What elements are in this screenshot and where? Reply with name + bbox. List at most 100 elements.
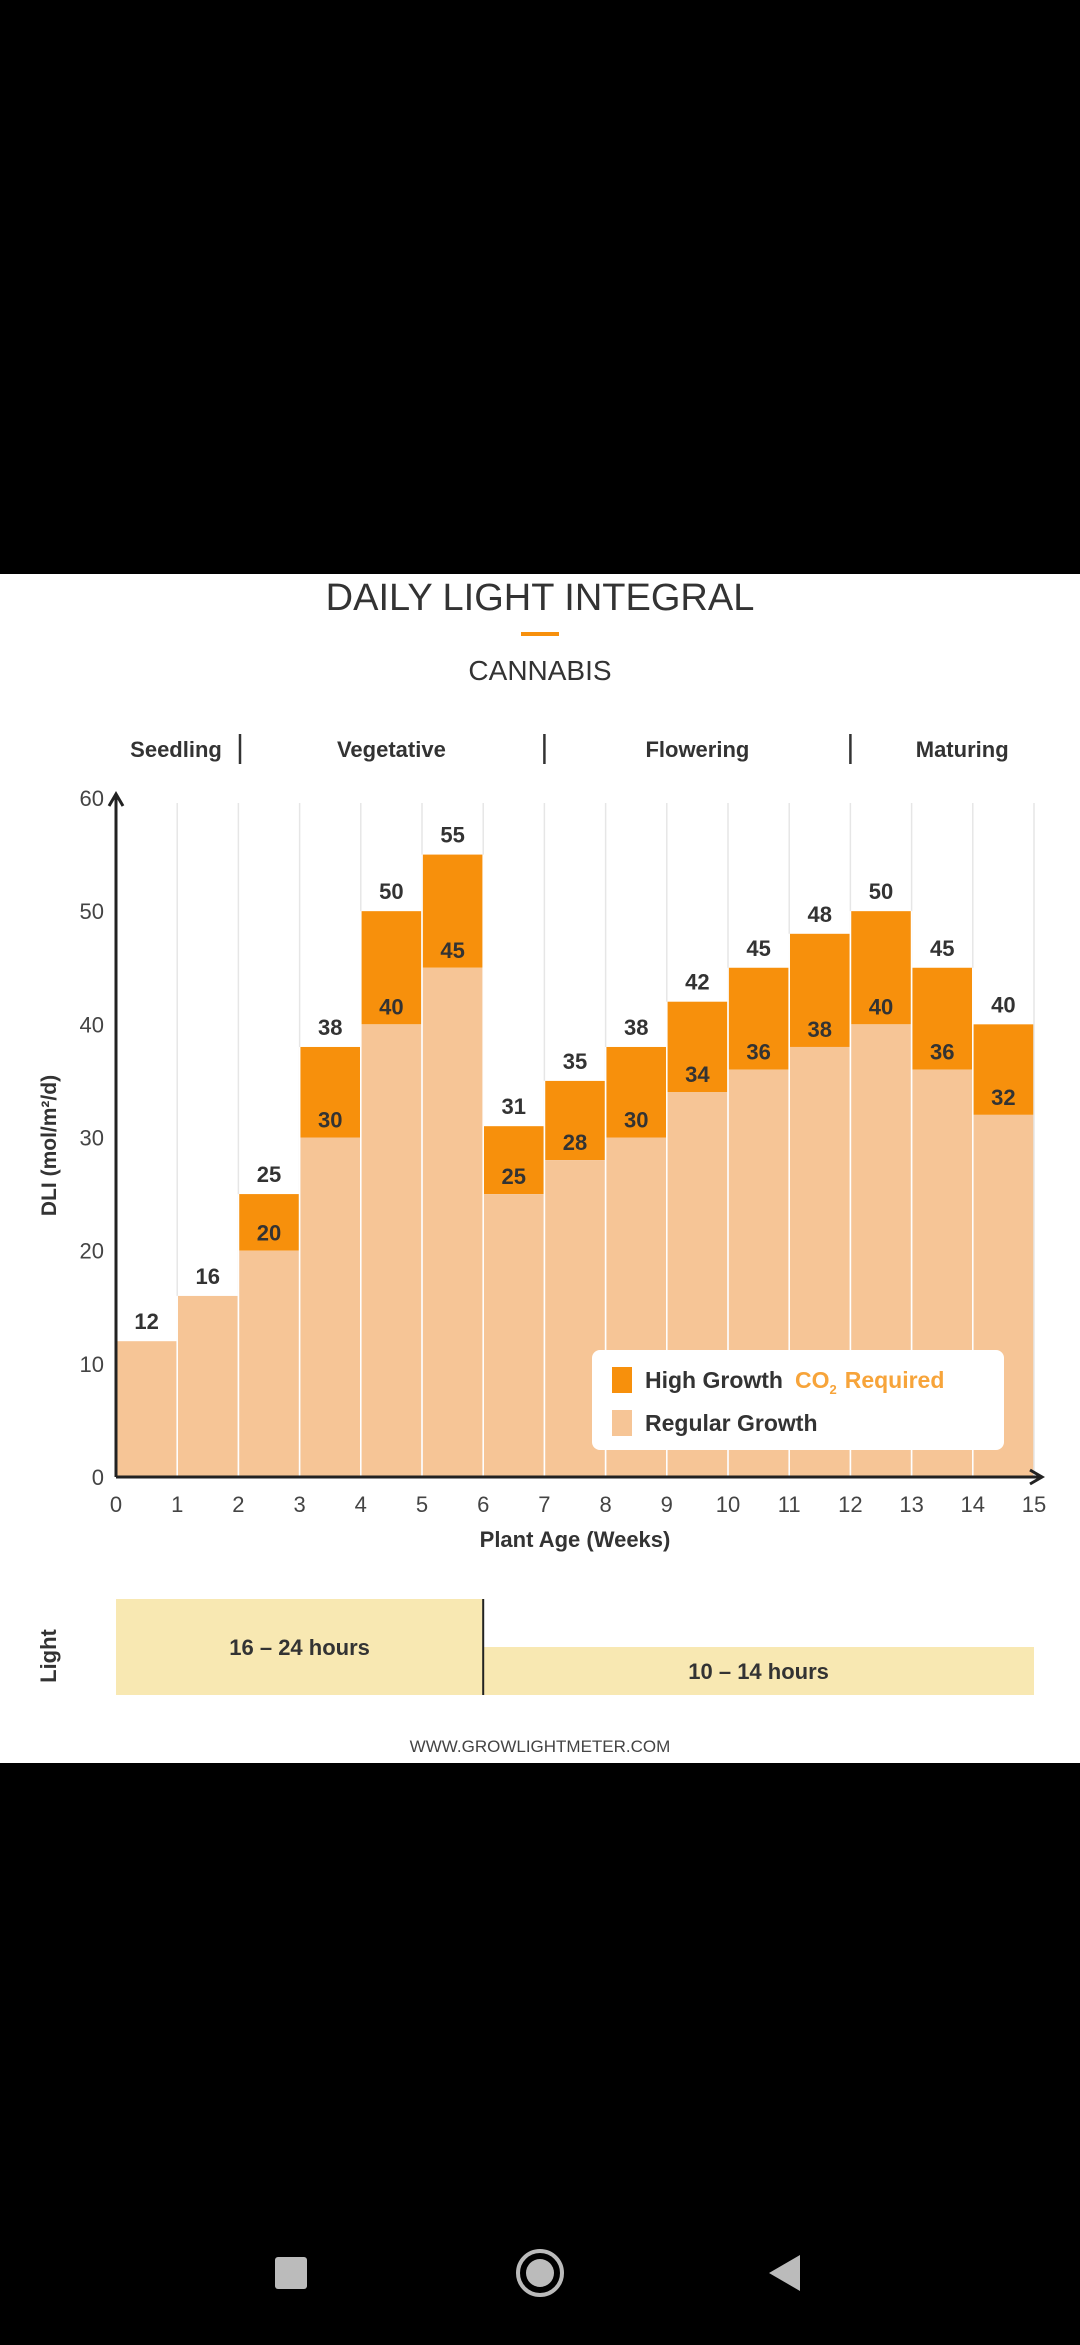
data-label-total: 16	[196, 1264, 220, 1289]
x-tick-label: 9	[661, 1492, 673, 1517]
bar-high-growth	[728, 967, 790, 1070]
android-nav-bar	[0, 2200, 1080, 2340]
phase-label: Vegetative	[337, 737, 446, 762]
chart-title: DAILY LIGHT INTEGRAL	[326, 577, 755, 619]
y-tick-label: 50	[80, 899, 104, 924]
y-axis-arrow-icon	[107, 791, 125, 807]
data-label-total: 42	[685, 970, 709, 995]
data-label-regular: 20	[257, 1221, 281, 1246]
x-tick-label: 7	[538, 1492, 550, 1517]
data-label-regular: 40	[869, 994, 893, 1019]
phase-label: Maturing	[916, 737, 1009, 762]
bar-high-growth	[238, 1194, 300, 1251]
bar-high-growth	[605, 1046, 667, 1138]
chart-image: DAILY LIGHT INTEGRAL CANNABIS 12 16 25 20 38…	[0, 574, 1080, 1763]
dli-chart: DAILY LIGHT INTEGRAL CANNABIS 1216252038…	[36, 577, 1046, 1756]
x-tick-label: 2	[232, 1492, 244, 1517]
data-label-regular: 36	[746, 1040, 770, 1065]
x-tick-label: 6	[477, 1492, 489, 1517]
y-tick-label: 20	[80, 1239, 104, 1264]
x-tick-label: 12	[838, 1492, 862, 1517]
y-tick-label: 30	[80, 1126, 104, 1151]
bar-high-growth	[911, 967, 973, 1070]
data-label-total: 55	[440, 823, 464, 848]
y-axis-title: DLI (mol/m²/d)	[38, 1075, 61, 1216]
x-axis-arrow-icon	[1029, 1468, 1045, 1486]
x-tick-label: 14	[961, 1492, 985, 1517]
data-label-total: 50	[379, 879, 403, 904]
bar-regular-growth	[299, 1137, 361, 1477]
y-tick-label: 60	[80, 786, 104, 811]
light-band	[483, 1647, 1034, 1695]
x-tick-label: 4	[355, 1492, 367, 1517]
x-tick-label: 3	[293, 1492, 305, 1517]
data-label-regular: 34	[685, 1062, 710, 1087]
bar-regular-growth	[177, 1295, 239, 1477]
source-url: WWW.GROWLIGHTMETER.COM	[410, 1737, 671, 1756]
title-divider	[521, 632, 559, 636]
x-tick-label: 1	[171, 1492, 183, 1517]
phase-label: Seedling	[130, 737, 222, 762]
data-label-total: 25	[257, 1162, 281, 1187]
data-label-total: 31	[502, 1094, 526, 1119]
back-button[interactable]	[769, 2255, 800, 2291]
bar-high-growth	[666, 1001, 728, 1093]
x-tick-label: 11	[778, 1492, 801, 1517]
y-tick-label: 0	[92, 1465, 104, 1490]
bar-high-growth	[483, 1126, 545, 1195]
bar-regular-growth	[360, 1024, 422, 1477]
x-tick-label: 13	[899, 1492, 923, 1517]
data-label-total: 35	[563, 1049, 587, 1074]
bar-regular-growth	[483, 1194, 545, 1477]
x-tick-label: 10	[716, 1492, 740, 1517]
data-label-total: 38	[318, 1015, 342, 1040]
x-tick-label: 8	[599, 1492, 611, 1517]
bar-high-growth	[850, 911, 912, 1025]
legend-box	[592, 1350, 1004, 1450]
bar-regular-growth	[422, 967, 484, 1477]
x-axis-title: Plant Age (Weeks)	[480, 1527, 671, 1552]
data-label-total: 50	[869, 879, 893, 904]
legend-swatch-high	[612, 1367, 632, 1393]
bar-high-growth	[544, 1080, 606, 1161]
y-tick-label: 10	[80, 1352, 104, 1377]
bar-high-growth	[360, 911, 422, 1025]
y-tick-label: 40	[80, 1012, 104, 1037]
light-band	[116, 1599, 484, 1695]
legend: High Growth CO2 Required Regular Growth	[592, 1350, 1004, 1450]
light-band-label: 10 – 14 hours	[688, 1659, 829, 1684]
bar-regular-growth	[116, 1341, 178, 1477]
data-label-total: 38	[624, 1015, 648, 1040]
data-label-regular: 40	[379, 994, 403, 1019]
x-tick-label: 5	[416, 1492, 428, 1517]
data-label-regular: 25	[502, 1164, 526, 1189]
x-tick-label: 0	[110, 1492, 122, 1517]
legend-label-high: High Growth CO2 Required	[645, 1367, 944, 1397]
data-label-total: 45	[746, 936, 770, 961]
data-label-regular: 36	[930, 1040, 954, 1065]
bar-high-growth	[299, 1046, 361, 1138]
bar-regular-growth	[238, 1250, 300, 1477]
data-label-regular: 32	[991, 1085, 1015, 1110]
x-tick-label: 15	[1022, 1492, 1046, 1517]
home-button[interactable]	[516, 2249, 564, 2297]
light-band-label: 16 – 24 hours	[229, 1635, 370, 1660]
bar-high-growth	[972, 1024, 1034, 1115]
data-label-regular: 30	[624, 1108, 648, 1133]
data-label-regular: 45	[440, 938, 464, 963]
data-label-total: 12	[134, 1309, 158, 1334]
data-label-regular: 30	[318, 1108, 342, 1133]
data-label-total: 48	[808, 902, 832, 927]
legend-swatch-regular	[612, 1410, 632, 1436]
bar-high-growth	[422, 854, 484, 968]
legend-label-regular: Regular Growth	[645, 1410, 818, 1436]
light-axis-label: Light	[36, 1628, 61, 1682]
chart-subtitle: CANNABIS	[468, 655, 611, 686]
data-label-regular: 38	[808, 1017, 832, 1042]
phase-label: Flowering	[645, 737, 749, 762]
recents-button[interactable]	[275, 2257, 307, 2289]
data-label-total: 45	[930, 936, 954, 961]
bar-high-growth	[789, 933, 851, 1047]
data-label-total: 40	[991, 992, 1015, 1017]
data-label-regular: 28	[563, 1130, 587, 1155]
